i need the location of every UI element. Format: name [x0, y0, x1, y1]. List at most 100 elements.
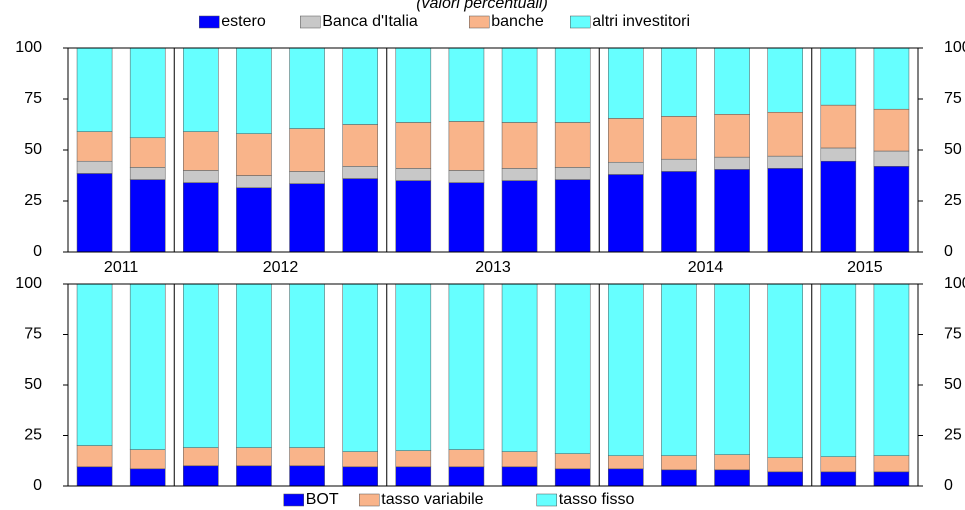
legend-swatch — [359, 493, 380, 507]
bar-segment — [448, 283, 485, 450]
bar-segment — [873, 455, 910, 473]
bar-segment — [236, 175, 272, 188]
bar-segment — [767, 112, 803, 157]
bar-segment — [714, 169, 750, 253]
bar-segment — [501, 283, 538, 452]
bar-segment — [608, 283, 644, 456]
bar-segment — [342, 466, 378, 487]
bar-segment — [608, 455, 644, 470]
bar-segment — [501, 466, 538, 487]
bar-segment — [183, 131, 219, 171]
y-tick-label: 75 — [24, 326, 42, 343]
bar-segment — [873, 166, 910, 253]
bar-segment — [289, 465, 325, 487]
bar-segment — [714, 469, 750, 487]
bar-segment — [554, 122, 591, 168]
legend-label: BOT — [306, 491, 339, 508]
bar-segment — [395, 47, 432, 123]
legend-label: tasso variabile — [381, 491, 483, 508]
bar-segment — [661, 158, 697, 172]
legend-label: tasso fisso — [559, 491, 635, 508]
bar-segment — [767, 47, 803, 113]
bar-segment — [76, 283, 113, 446]
legend-swatch — [300, 15, 321, 29]
bar-segment — [395, 283, 432, 451]
plot-frame — [67, 47, 919, 253]
bar-segment — [448, 449, 485, 468]
chart-subtitle: (valori percentuali) — [416, 0, 548, 12]
bar-segment — [236, 187, 272, 253]
y2-tick-label: 25 — [944, 427, 962, 444]
bar-segment — [448, 466, 485, 487]
bar-segment — [820, 283, 857, 457]
y2-tick-label: 100 — [944, 275, 965, 292]
bar-segment — [183, 465, 219, 487]
y-tick-label: 0 — [33, 243, 42, 260]
bar-segment — [554, 283, 591, 454]
y2-tick-label: 100 — [944, 39, 965, 56]
bar-segment — [129, 449, 166, 470]
bar-segment — [76, 445, 113, 468]
bar-segment — [820, 160, 857, 253]
y-tick-label: 50 — [24, 376, 42, 393]
bar-segment — [608, 174, 644, 253]
legend-label: Banca d'Italia — [322, 13, 418, 30]
bar-segment — [714, 114, 750, 158]
bar-segment — [873, 47, 910, 110]
bar-segment — [873, 471, 910, 487]
y2-tick-label: 0 — [944, 243, 953, 260]
bar-segment — [608, 47, 644, 119]
y2-tick-label: 25 — [944, 192, 962, 209]
bar-segment — [342, 283, 378, 452]
bar-segment — [554, 453, 591, 470]
bar-segment — [767, 168, 803, 253]
bar-segment — [342, 47, 378, 125]
bar-segment — [554, 468, 591, 487]
bar-segment — [76, 173, 113, 253]
y2-tick-label: 50 — [944, 141, 962, 158]
bar-segment — [342, 124, 378, 167]
bar-segment — [289, 283, 325, 448]
bar-segment — [767, 471, 803, 487]
bar-segment — [873, 283, 910, 456]
bar-segment — [820, 456, 857, 473]
bar-segment — [873, 150, 910, 167]
bar-segment — [554, 47, 591, 123]
bar-segment — [554, 179, 591, 253]
bar-segment — [236, 447, 272, 467]
bar-segment — [873, 108, 910, 152]
bar-segment — [661, 469, 697, 487]
bar-segment — [714, 156, 750, 170]
bar-segment — [661, 455, 697, 471]
bar-segment — [289, 183, 325, 253]
y-tick-label: 100 — [15, 39, 42, 56]
bar-segment — [183, 182, 219, 253]
bar-segment — [289, 128, 325, 172]
bar-segment — [395, 450, 432, 468]
bar-segment — [395, 168, 432, 181]
bar-segment — [661, 283, 697, 456]
bar-segment — [342, 166, 378, 179]
bar-segment — [767, 155, 803, 169]
bar-segment — [236, 47, 272, 134]
bar-segment — [767, 283, 803, 458]
x-group-label: 2012 — [263, 259, 299, 276]
bar-segment — [820, 47, 857, 106]
bar-segment — [129, 468, 166, 487]
bar-segment — [129, 283, 166, 450]
bar-segment — [820, 471, 857, 487]
bar-segment — [395, 122, 432, 169]
y-tick-label: 0 — [33, 477, 42, 494]
x-group-label: 2014 — [688, 259, 724, 276]
bar-segment — [608, 161, 644, 175]
bar-segment — [448, 121, 485, 171]
bar-segment — [76, 131, 113, 162]
y-tick-label: 25 — [24, 427, 42, 444]
bar-segment — [661, 47, 697, 117]
bar-segment — [395, 466, 432, 487]
bar-segment — [342, 451, 378, 468]
y-tick-label: 75 — [24, 90, 42, 107]
legend-label: banche — [491, 13, 544, 30]
legend-swatch — [469, 15, 490, 29]
